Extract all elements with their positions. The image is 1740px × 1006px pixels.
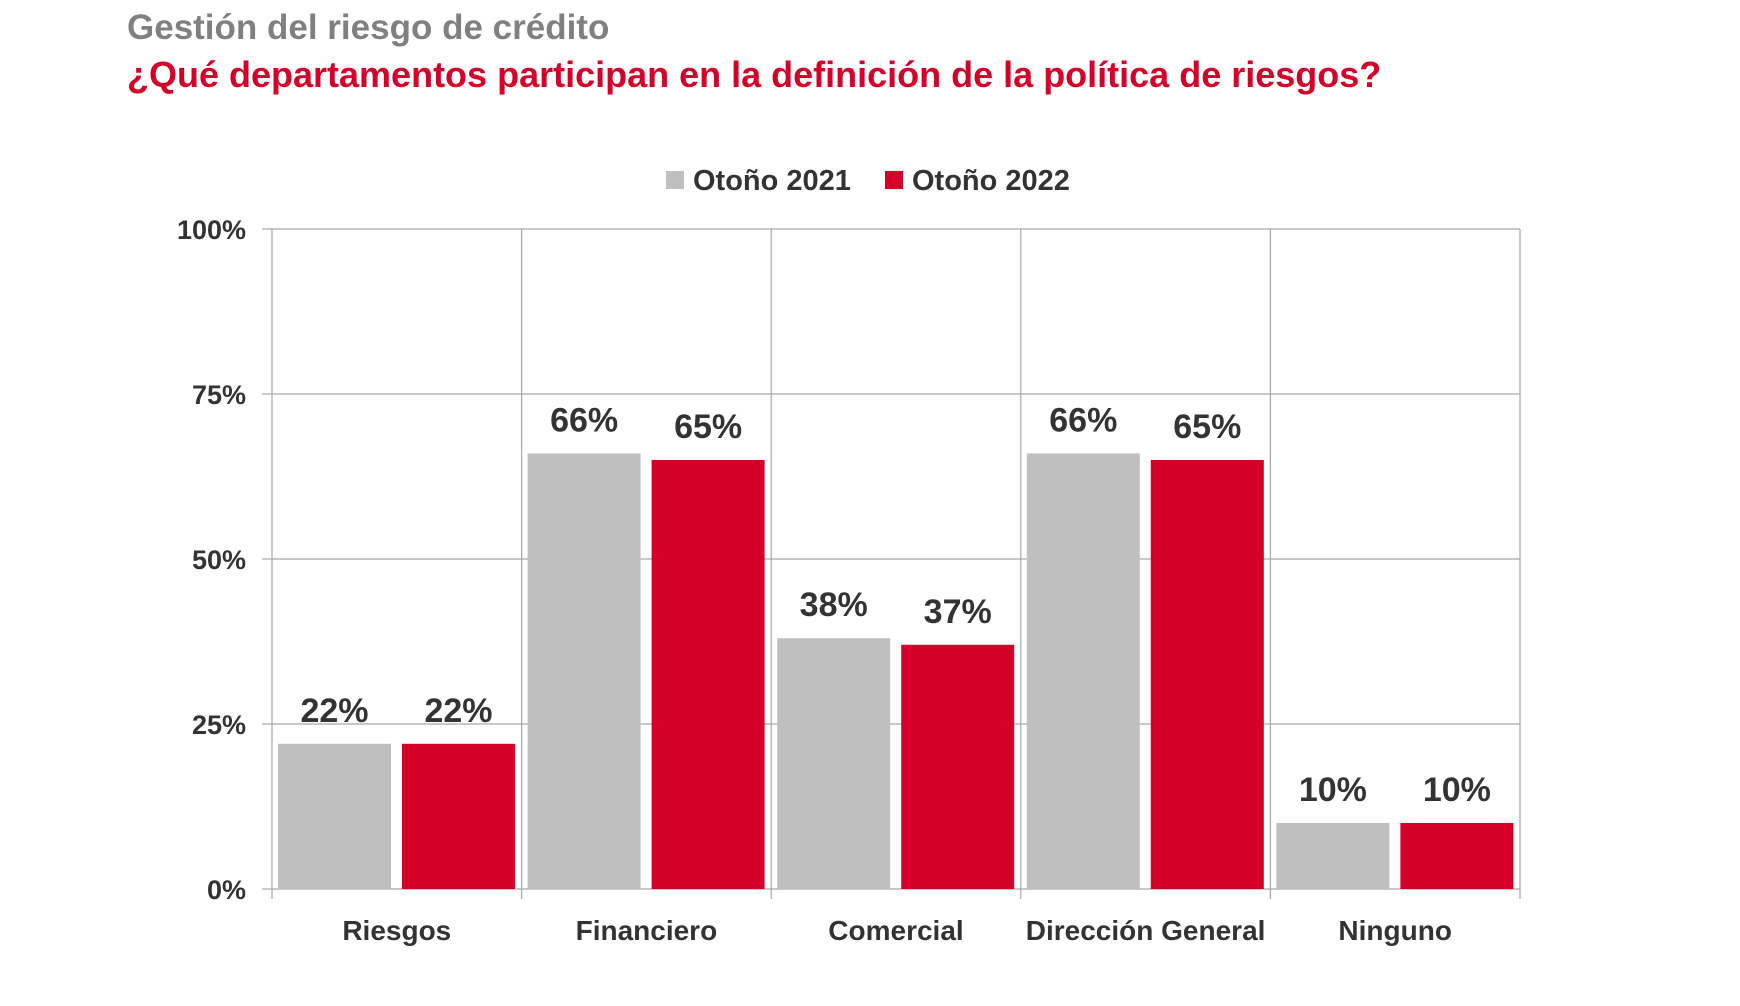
category-label: Riesgos xyxy=(342,915,451,946)
grid-lines xyxy=(271,228,1521,899)
category-label: Comercial xyxy=(828,915,963,946)
y-tick-label: 0% xyxy=(207,875,246,905)
bar-2021-ninguno xyxy=(1276,823,1390,889)
data-label: 10% xyxy=(1423,771,1491,809)
data-label: 37% xyxy=(924,593,992,631)
legend-swatch xyxy=(666,171,684,189)
bar-2022-dirección-general xyxy=(1150,460,1264,889)
bar-2022-financiero xyxy=(651,460,765,889)
chart-header: Gestión del riesgo de crédito ¿Qué depar… xyxy=(127,6,1381,100)
chart-title: ¿Qué departamentos participan en la defi… xyxy=(127,54,1382,95)
axes: 0% 25% 50% 75% 100% Riesgos Financiero Comercia… xyxy=(177,215,1452,946)
bar-2021-riesgos xyxy=(278,743,391,889)
chart-supertitle: Gestión del riesgo de crédito xyxy=(127,8,610,47)
bar-2021-dirección-general xyxy=(1026,453,1140,889)
data-label: 38% xyxy=(800,586,868,624)
data-label: 66% xyxy=(550,401,618,439)
y-tick-label: 75% xyxy=(192,380,246,410)
legend-label: Otoño 2021 xyxy=(693,165,851,197)
bar-2022-riesgos xyxy=(402,743,515,889)
data-labels: 22% 22% 66% 65% 38% 37% 66% 65% 10% 10% xyxy=(300,401,1490,809)
bar-2021-financiero xyxy=(527,453,641,889)
y-tick-label: 25% xyxy=(192,710,246,740)
data-label: 10% xyxy=(1299,771,1367,809)
data-label: 22% xyxy=(424,692,492,730)
data-label: 65% xyxy=(674,408,742,446)
data-label: 65% xyxy=(1173,408,1241,446)
bar-2022-ninguno xyxy=(1400,823,1514,889)
bar-2022-comercial xyxy=(901,644,1015,889)
legend-label: Otoño 2022 xyxy=(912,165,1070,197)
category-label: Dirección General xyxy=(1026,915,1266,946)
bar-2021-comercial xyxy=(777,638,891,889)
legend: Otoño 2021 Otoño 2022 xyxy=(666,165,1070,197)
category-label: Ninguno xyxy=(1338,915,1452,946)
data-label: 22% xyxy=(300,692,368,730)
y-tick-label: 100% xyxy=(177,215,246,245)
data-label: 66% xyxy=(1049,401,1117,439)
legend-swatch xyxy=(885,171,903,189)
y-tick-label: 50% xyxy=(192,545,246,575)
bars xyxy=(278,453,1514,889)
category-label: Financiero xyxy=(576,915,718,946)
